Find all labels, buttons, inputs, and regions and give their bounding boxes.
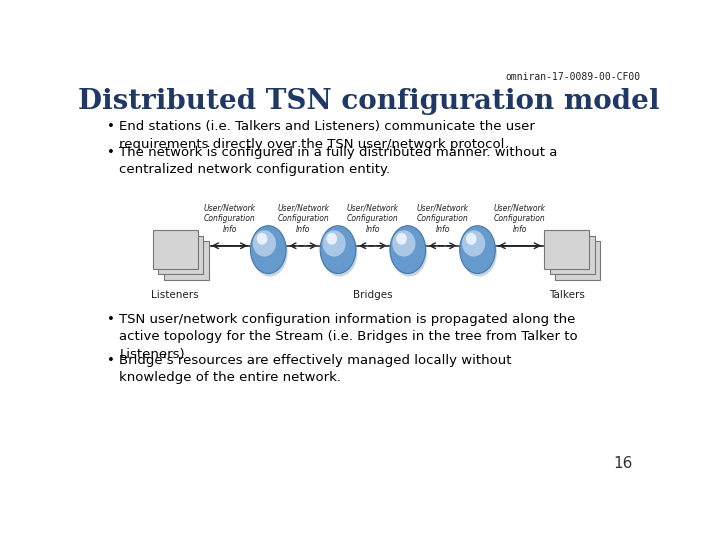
- Ellipse shape: [466, 233, 477, 245]
- Ellipse shape: [392, 229, 427, 276]
- Bar: [544, 231, 589, 269]
- Ellipse shape: [252, 229, 287, 276]
- Text: The network is configured in a fully distributed manner. without a
centralized n: The network is configured in a fully dis…: [120, 146, 558, 176]
- Text: 16: 16: [613, 456, 632, 471]
- Text: Bridges: Bridges: [353, 291, 392, 300]
- Ellipse shape: [390, 226, 426, 273]
- Text: TSN user/network configuration information is propagated along the
active topolo: TSN user/network configuration informati…: [120, 313, 578, 361]
- Ellipse shape: [253, 231, 276, 256]
- Bar: [158, 236, 203, 274]
- Text: User/Network
Configuration
Info: User/Network Configuration Info: [417, 204, 469, 234]
- Bar: [163, 241, 209, 280]
- Text: •: •: [107, 146, 115, 159]
- Ellipse shape: [462, 231, 485, 256]
- Ellipse shape: [323, 231, 346, 256]
- Text: Listeners: Listeners: [151, 291, 199, 300]
- Ellipse shape: [326, 233, 337, 245]
- Bar: [549, 236, 595, 274]
- Text: User/Network
Configuration
Info: User/Network Configuration Info: [494, 204, 546, 234]
- Text: Talkers: Talkers: [549, 291, 585, 300]
- Text: •: •: [107, 354, 115, 367]
- Ellipse shape: [257, 233, 267, 245]
- Text: User/Network
Configuration
Info: User/Network Configuration Info: [347, 204, 399, 234]
- Text: •: •: [107, 120, 115, 133]
- Ellipse shape: [459, 226, 495, 273]
- Ellipse shape: [392, 231, 415, 256]
- Text: Distributed TSN configuration model: Distributed TSN configuration model: [78, 88, 660, 115]
- Text: •: •: [107, 313, 115, 326]
- Ellipse shape: [320, 226, 356, 273]
- Bar: [153, 231, 198, 269]
- Text: Bridge’s resources are effectively managed locally without
knowledge of the enti: Bridge’s resources are effectively manag…: [120, 354, 512, 384]
- Bar: [555, 241, 600, 280]
- Ellipse shape: [396, 233, 407, 245]
- Ellipse shape: [322, 229, 357, 276]
- Ellipse shape: [251, 226, 286, 273]
- Text: omniran-17-0089-00-CF00: omniran-17-0089-00-CF00: [505, 72, 640, 83]
- Text: User/Network
Configuration
Info: User/Network Configuration Info: [277, 204, 329, 234]
- Text: User/Network
Configuration
Info: User/Network Configuration Info: [204, 204, 256, 234]
- Text: End stations (i.e. Talkers and Listeners) communicate the user
requirements dire: End stations (i.e. Talkers and Listeners…: [120, 120, 536, 151]
- Ellipse shape: [462, 229, 497, 276]
